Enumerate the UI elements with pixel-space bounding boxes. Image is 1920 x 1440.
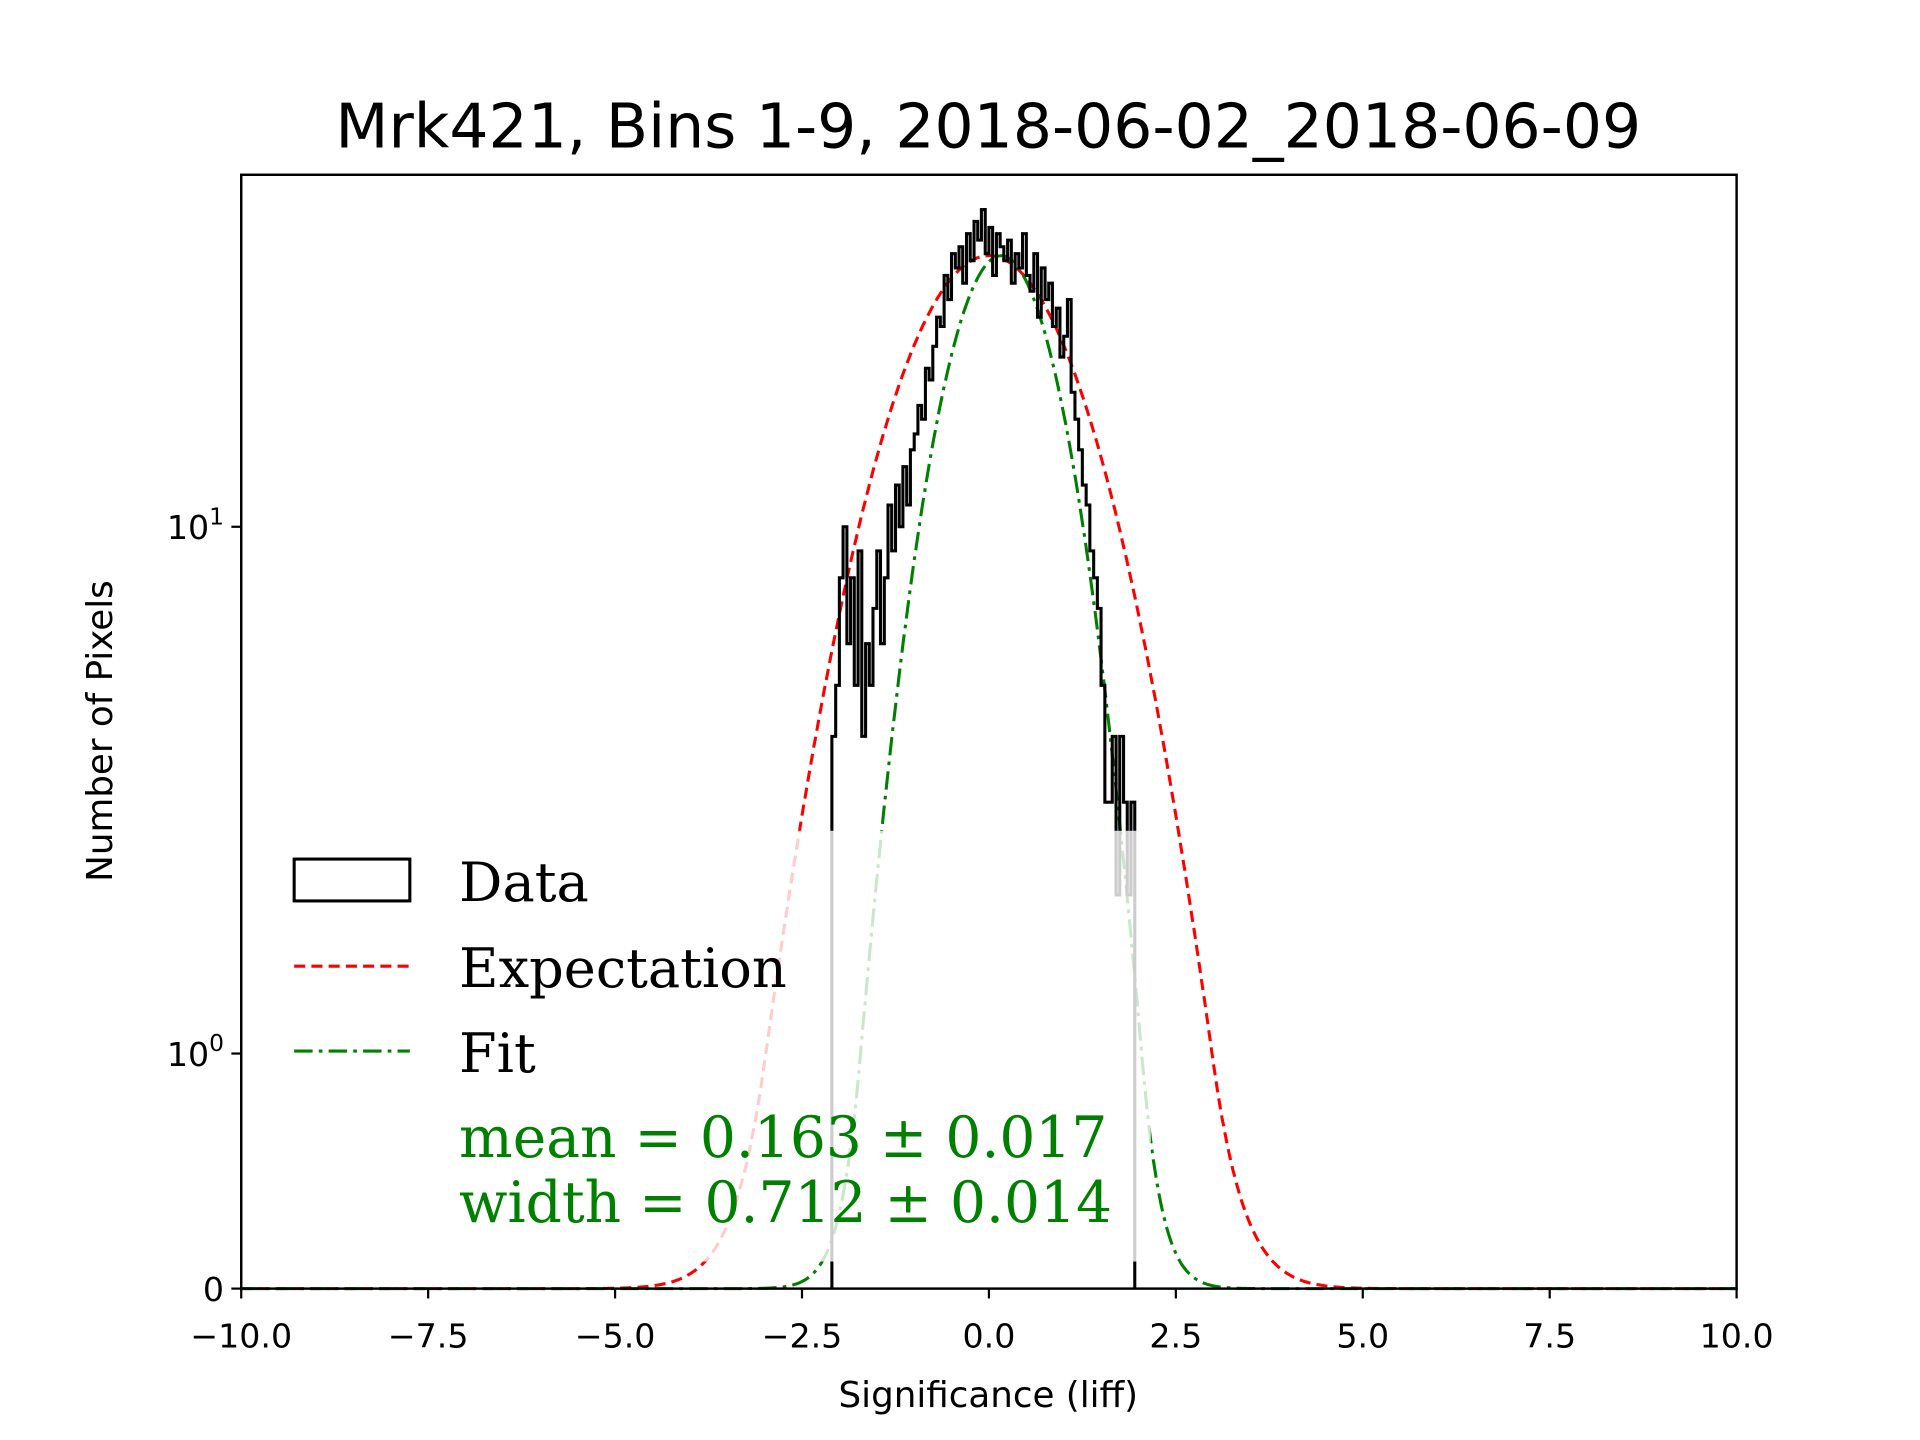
- fit-mean-annotation: mean = 0.163 ± 0.017: [459, 1105, 1107, 1171]
- legend-fit-label: Fit: [459, 1022, 536, 1085]
- histogram-step-line: [830, 208, 1137, 1289]
- fit-width-annotation: width = 0.712 ± 0.014: [459, 1170, 1112, 1236]
- legend-background: [264, 830, 1151, 1262]
- x-axis: −10.0 −7.5 −5.0 −2.5 0.0 2.5 5.0 7.5 10.0: [190, 1288, 1774, 1356]
- x-axis-label: Significance (liff): [839, 1375, 1139, 1416]
- legend-expectation-label: Expectation: [459, 937, 787, 1000]
- y-axis-label: Number of Pixels: [80, 580, 121, 882]
- x-tick-label: 0.0: [963, 1317, 1016, 1356]
- x-tick-label: 2.5: [1149, 1317, 1202, 1356]
- x-tick-label: −2.5: [762, 1317, 843, 1356]
- x-tick-label: 5.0: [1336, 1317, 1389, 1356]
- legend: Data Expectation Fit mean = 0.163 ± 0.01…: [292, 851, 1112, 1236]
- legend-data-swatch: [292, 857, 412, 903]
- x-tick-label: −10.0: [190, 1317, 292, 1356]
- legend-data-label: Data: [459, 851, 589, 914]
- x-tick-label: 10.0: [1700, 1317, 1774, 1356]
- x-tick-label: 7.5: [1523, 1317, 1576, 1356]
- chart-title: Mrk421, Bins 1-9, 2018-06-02_2018-06-09: [335, 91, 1641, 163]
- x-tick-label: −7.5: [388, 1317, 469, 1356]
- y-tick-label: 0: [203, 1270, 224, 1309]
- histogram-data: [830, 208, 1137, 1289]
- x-tick-label: −5.0: [575, 1317, 656, 1356]
